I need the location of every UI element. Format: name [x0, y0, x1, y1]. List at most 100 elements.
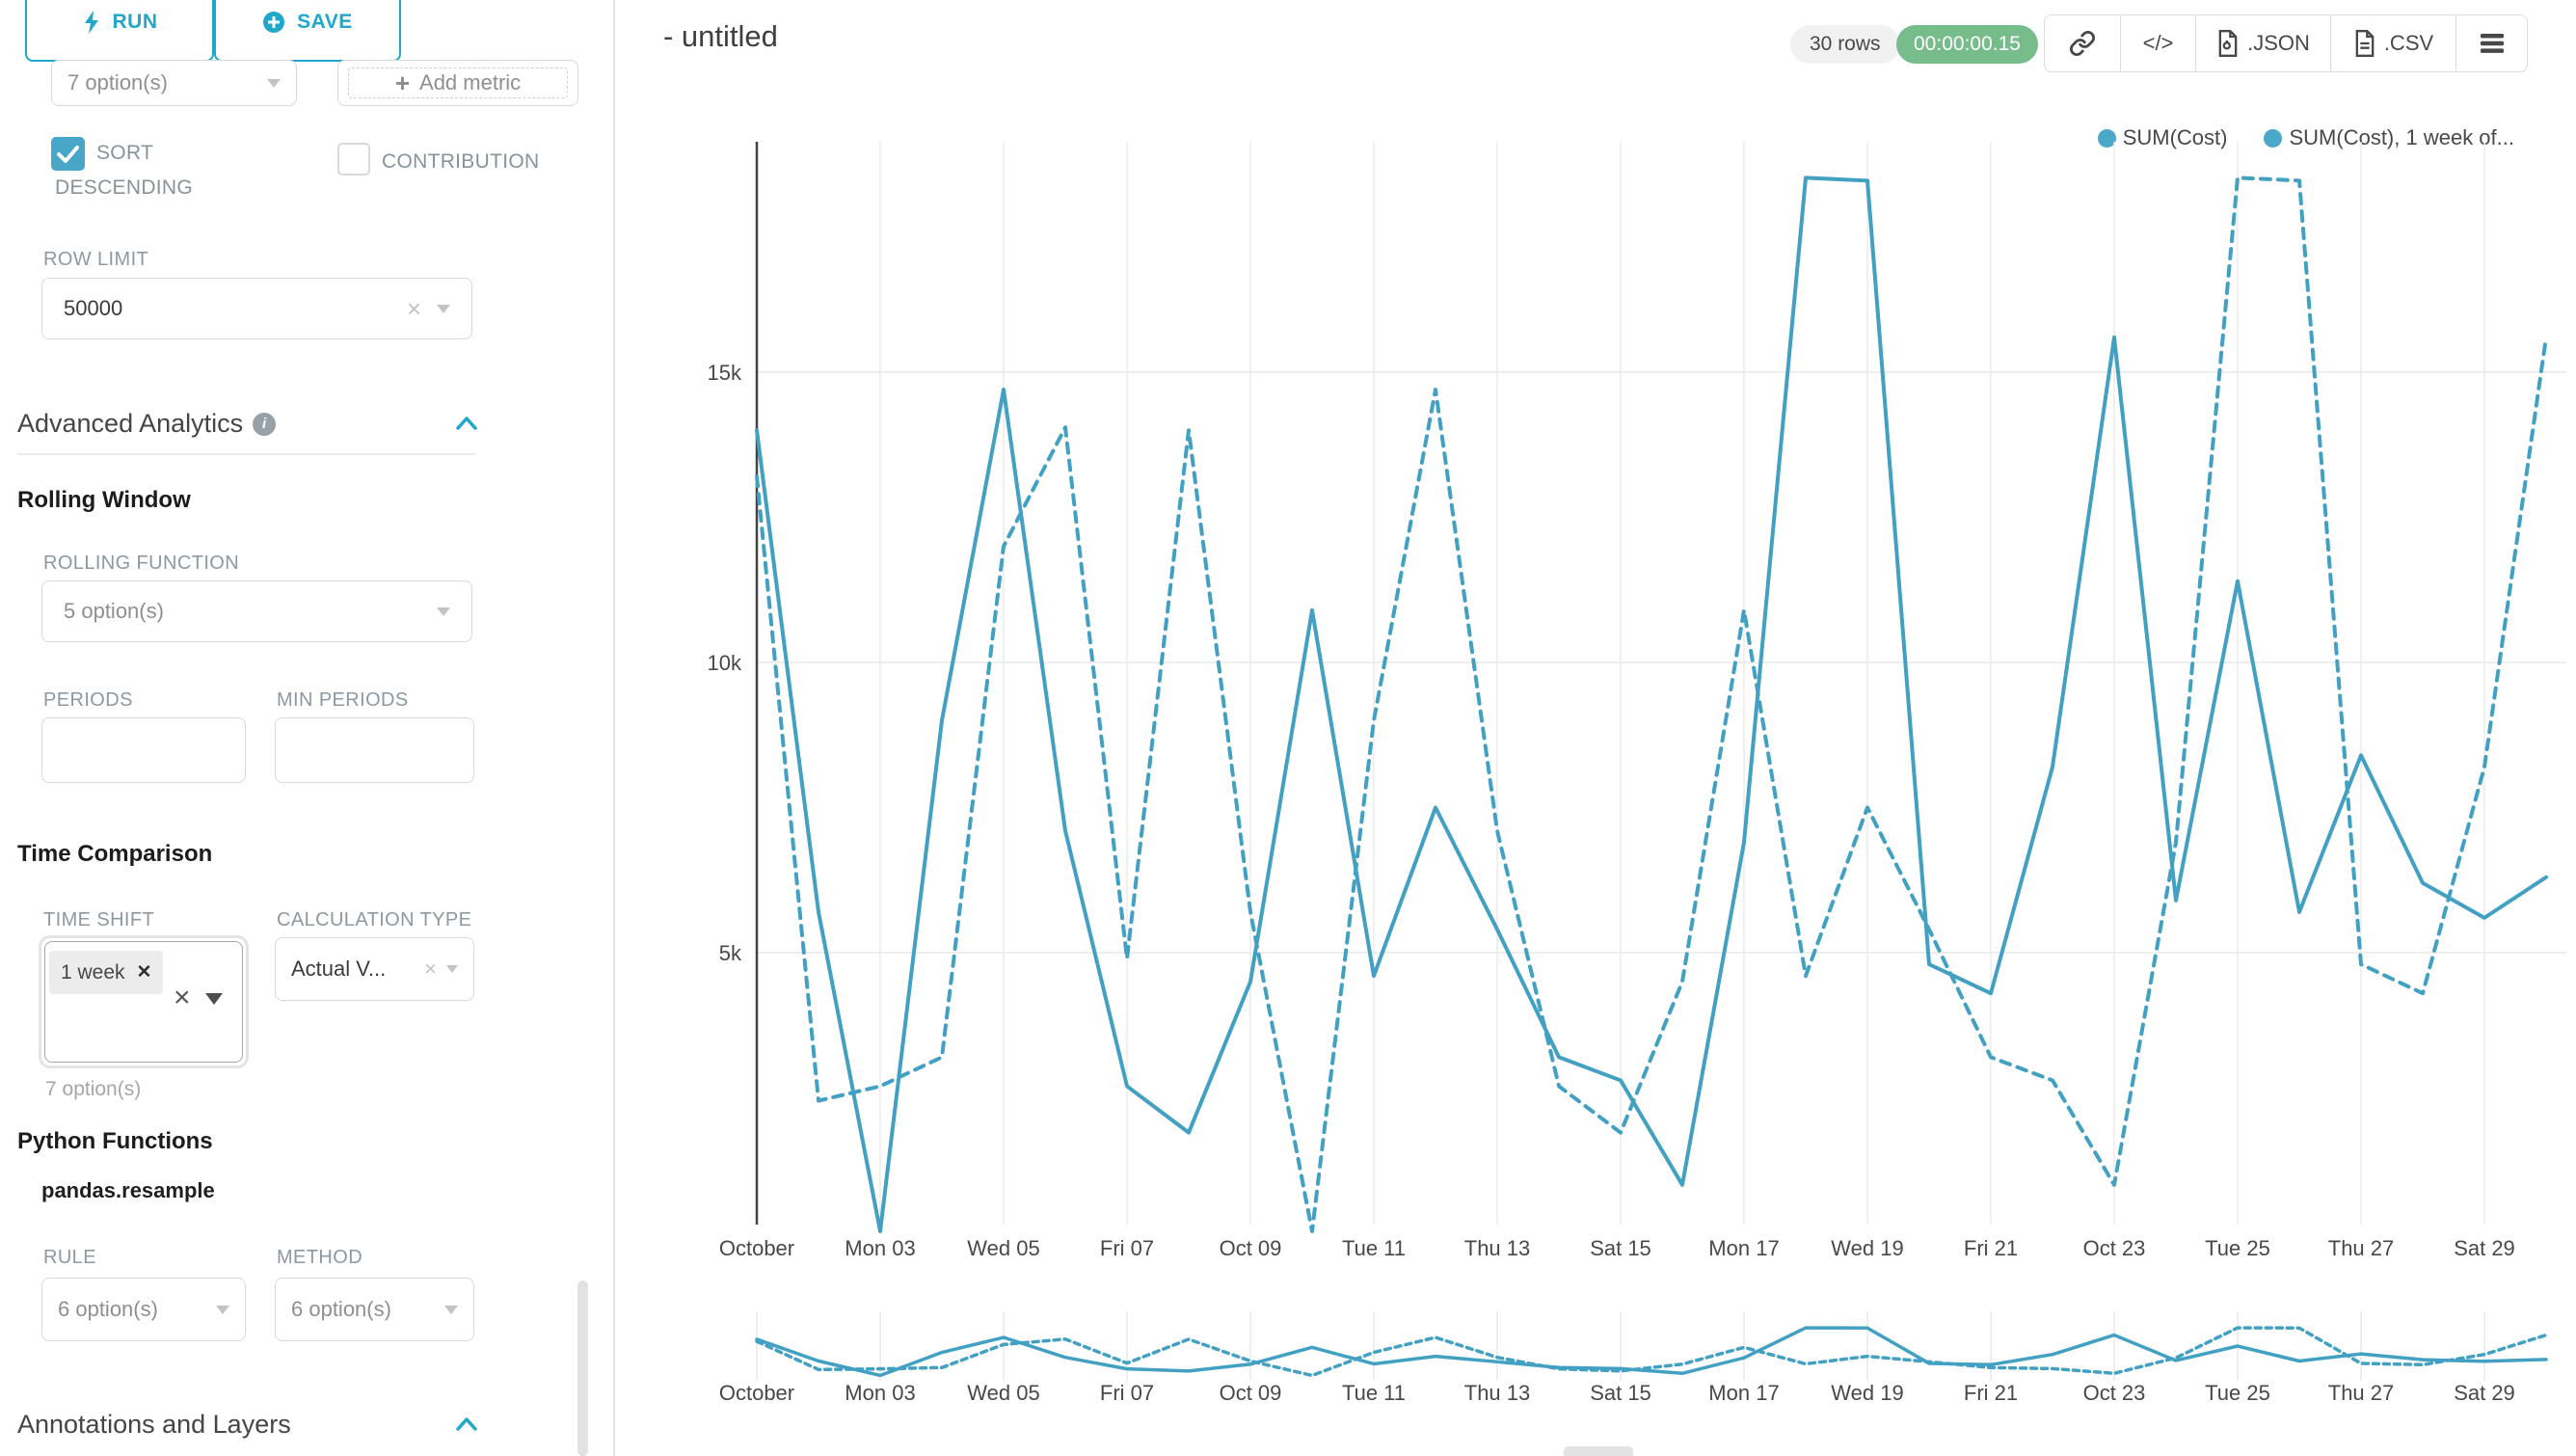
mini-x-tick-label: Oct 23 [2083, 1381, 2146, 1405]
add-metric-control[interactable]: + Add metric [337, 60, 578, 106]
row-limit-value: 50000 [64, 296, 123, 320]
sidebar-scrollbar-thumb[interactable] [577, 1281, 588, 1456]
tag-remove-icon[interactable]: ✕ [136, 962, 152, 983]
series-limit-select[interactable]: 7 option(s) [51, 60, 297, 106]
clear-icon[interactable]: × [174, 982, 191, 1013]
query-timer-badge: 00:00:00.15 [1896, 25, 2038, 64]
time-shift-tag: 1 week ✕ [49, 951, 164, 994]
series-line-sum-cost [755, 175, 2548, 1233]
advanced-analytics-title: Advanced Analytics [17, 409, 244, 438]
mini-x-tick-label: Thu 13 [1464, 1381, 1531, 1405]
copy-link-button[interactable] [2045, 15, 2120, 71]
contribution-checkbox[interactable] [337, 143, 370, 175]
collapse-chevron-icon[interactable] [455, 415, 478, 437]
periods-input[interactable] [41, 717, 246, 783]
min-periods-label: MIN PERIODS [277, 689, 409, 711]
mini-x-tick-label: Sat 15 [1590, 1381, 1651, 1405]
legend-dot-icon [2264, 128, 2283, 148]
rolling-window-title: Rolling Window [17, 487, 191, 513]
method-select[interactable]: 6 option(s) [275, 1278, 474, 1341]
mini-x-tick-label: Tue 11 [1342, 1381, 1406, 1405]
mini-x-tick-label: Thu 27 [2328, 1381, 2395, 1405]
time-shift-hint: 7 option(s) [45, 1078, 142, 1100]
rolling-function-label: ROLLING FUNCTION [43, 553, 240, 574]
mini-series-line-sum-cost-offset [755, 1326, 2548, 1378]
code-icon: </> [2142, 31, 2174, 55]
clear-icon[interactable]: × [406, 294, 421, 323]
partial-bottom-handle[interactable] [1564, 1446, 1633, 1456]
mini-x-tick-label: Mon 03 [845, 1381, 915, 1405]
mini-x-tick-label: Fri 07 [1100, 1381, 1154, 1405]
x-tick-label: Tue 11 [1342, 1236, 1406, 1260]
chevron-down-icon [437, 607, 450, 616]
x-tick-label: Sat 15 [1590, 1236, 1651, 1260]
legend-label: SUM(Cost) [2122, 125, 2228, 149]
chart-title[interactable]: - untitled [663, 19, 778, 53]
export-toolbar: </> .JSON .CSV [2044, 14, 2528, 72]
export-json-button[interactable]: .JSON [2195, 15, 2330, 71]
main-line-chart[interactable]: 5k 10k 15k October Mon 03 Wed 05 Fri 07 Oct 09 T… [617, 106, 2576, 1278]
run-button-label: RUN [112, 11, 158, 33]
rule-select[interactable]: 6 option(s) [41, 1278, 246, 1341]
chevron-down-icon [444, 1305, 458, 1314]
mini-series-line-sum-cost [755, 1326, 2548, 1378]
run-button[interactable]: RUN [25, 0, 214, 62]
x-tick-label: Fri 07 [1100, 1236, 1154, 1260]
rule-label: RULE [43, 1247, 96, 1268]
mini-x-tick-label: Fri 21 [1964, 1381, 2018, 1405]
sort-descending-checkbox[interactable] [51, 137, 85, 171]
mini-x-tick-label: Wed 05 [967, 1381, 1039, 1405]
csv-file-icon [2355, 30, 2375, 57]
time-shift-tag-label: 1 week [61, 960, 125, 984]
sort-descending-label-line2: DESCENDING [55, 176, 194, 199]
save-button[interactable]: SAVE [214, 0, 401, 62]
method-label: METHOD [277, 1247, 363, 1268]
more-options-button[interactable] [2455, 15, 2527, 71]
chevron-down-icon[interactable] [205, 993, 223, 1005]
calculation-type-value: Actual V... [291, 957, 387, 981]
mini-x-tick-label: Mon 17 [1708, 1381, 1779, 1405]
legend-item-sum-cost-offset[interactable]: SUM(Cost), 1 week of... [2264, 125, 2514, 150]
chevron-down-icon [267, 78, 281, 88]
legend-item-sum-cost[interactable]: SUM(Cost) [2097, 125, 2228, 150]
x-tick-label: Mon 17 [1708, 1236, 1779, 1260]
x-tick-label: Sat 29 [2454, 1236, 2515, 1260]
lightning-icon [82, 10, 101, 35]
clear-icon[interactable]: × [424, 957, 437, 981]
export-json-label: .JSON [2247, 31, 2310, 55]
chevron-down-icon [216, 1305, 229, 1314]
link-icon [2070, 31, 2095, 56]
mini-x-tick-label: Tue 25 [2205, 1381, 2270, 1405]
chart-legend: SUM(Cost) SUM(Cost), 1 week of... [2097, 125, 2514, 150]
x-tick-label: October [719, 1236, 794, 1260]
panel-divider [613, 0, 615, 1456]
export-csv-button[interactable]: .CSV [2330, 15, 2455, 71]
python-functions-title: Python Functions [17, 1128, 213, 1154]
rolling-function-select[interactable]: 5 option(s) [41, 580, 472, 642]
mini-context-chart[interactable]: October Mon 03 Wed 05 Fri 07 Oct 09 Tue 11 Thu… [617, 1292, 2576, 1456]
annotations-layers-header[interactable]: Annotations and Layers [17, 1410, 291, 1440]
y-tick-label: 15k [708, 361, 742, 385]
mini-x-tick-label: Wed 19 [1831, 1381, 1903, 1405]
periods-label: PERIODS [43, 689, 133, 711]
series-limit-value: 7 option(s) [67, 70, 168, 94]
info-icon[interactable]: i [253, 412, 277, 436]
legend-dot-icon [2097, 128, 2116, 148]
y-tick-label: 5k [719, 941, 742, 965]
calculation-type-select[interactable]: Actual V... × [275, 937, 474, 1001]
y-tick-label: 10k [708, 651, 742, 675]
method-value: 6 option(s) [291, 1297, 391, 1321]
annotations-layers-title: Annotations and Layers [17, 1410, 291, 1439]
plus-icon: + [394, 68, 411, 97]
contribution-label: CONTRIBUTION [382, 150, 540, 173]
row-limit-select[interactable]: 50000 × [41, 278, 472, 339]
check-icon [57, 146, 79, 163]
time-shift-label: TIME SHIFT [43, 909, 155, 930]
view-query-button[interactable]: </> [2120, 15, 2195, 71]
collapse-chevron-icon[interactable] [455, 1416, 478, 1438]
min-periods-input[interactable] [275, 717, 474, 783]
series-line-sum-cost-offset [755, 175, 2548, 1233]
x-tick-label: Oct 23 [2083, 1236, 2146, 1260]
advanced-analytics-header[interactable]: Advanced Analytics i [17, 409, 277, 439]
